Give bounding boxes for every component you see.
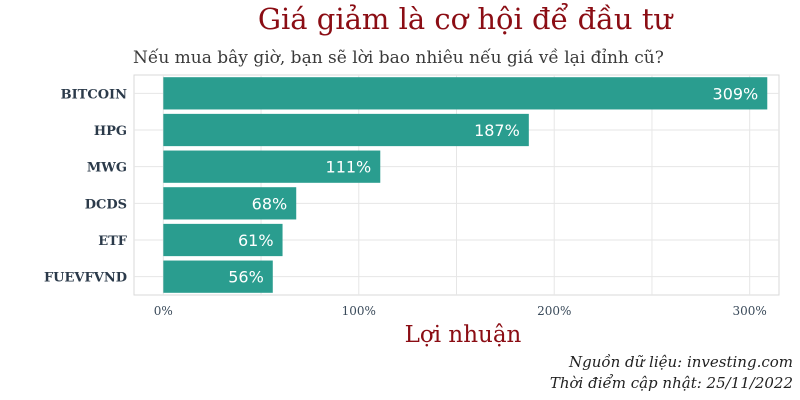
bar-value-label: 68%	[252, 194, 288, 213]
caption-updated: Thời điểm cập nhật: 25/11/2022	[550, 374, 793, 392]
caption-source: Nguồn dữ liệu: investing.com	[568, 353, 793, 371]
bar	[163, 150, 381, 183]
x-tick-labels: 0% 100% 200% 300%	[154, 304, 767, 318]
x-tick-label: 200%	[537, 304, 571, 318]
bar-value-label: 56%	[228, 268, 264, 287]
x-tick-label: 300%	[733, 304, 767, 318]
chart-title: Giá giảm là cơ hội để đầu tư	[258, 1, 674, 36]
bar	[163, 260, 273, 293]
bar-value-label: 61%	[238, 231, 274, 250]
category-label: FUEVFVND	[44, 271, 127, 286]
bar	[163, 77, 768, 110]
x-tick-label: 100%	[342, 304, 376, 318]
x-axis-label: Lợi nhuận	[405, 322, 522, 348]
bar-value-label: 187%	[474, 121, 520, 140]
category-label: BITCOIN	[61, 87, 127, 102]
chart-subtitle: Nếu mua bây giờ, bạn sẽ lời bao nhiêu nế…	[133, 48, 664, 68]
bar	[163, 223, 283, 257]
category-label: DCDS	[85, 197, 127, 212]
category-label: ETF	[98, 234, 128, 249]
bars: 309% 187% 111% 68% 61% 56%	[163, 77, 768, 293]
bar-value-label: 111%	[326, 158, 372, 177]
category-label: HPG	[94, 124, 127, 139]
category-label: MWG	[87, 161, 127, 176]
bar	[163, 113, 529, 147]
x-tick-label: 0%	[154, 304, 173, 318]
category-labels: BITCOIN HPG MWG DCDS ETF FUEVFVND	[44, 87, 128, 285]
bar-value-label: 309%	[713, 84, 759, 103]
bar	[163, 187, 297, 220]
